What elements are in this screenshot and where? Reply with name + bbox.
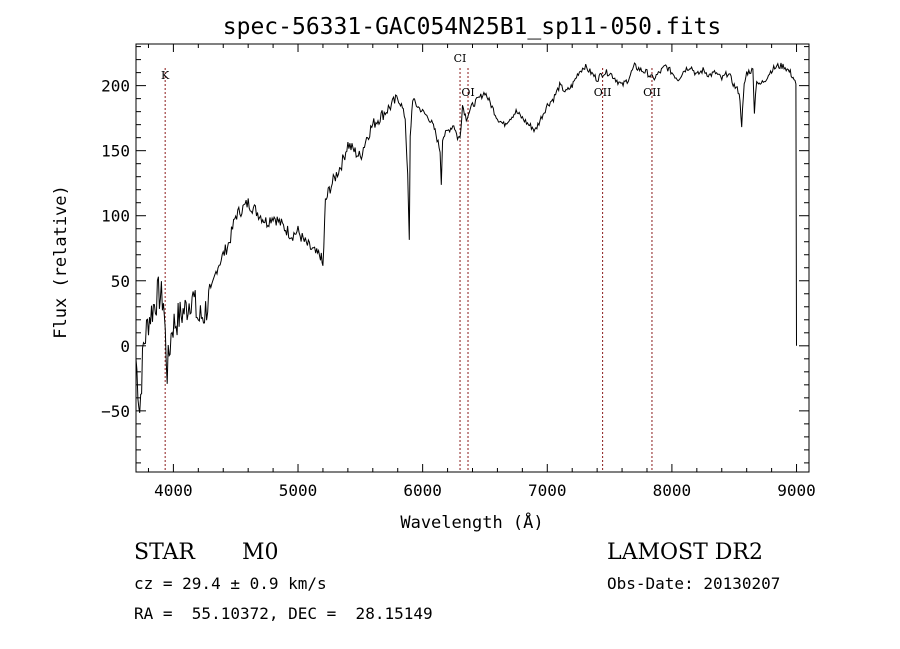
chart-title: spec-56331-GAC054N25B1_sp11-050.fits (223, 14, 722, 40)
x-tick-label: 9000 (777, 481, 816, 500)
y-tick-label: 150 (101, 142, 130, 161)
line-marker-label: CI (454, 52, 467, 65)
line-marker-label: OII (594, 86, 612, 99)
object-class: STAR (134, 540, 195, 565)
x-tick-label: 4000 (154, 481, 193, 500)
y-tick-label: 0 (120, 337, 130, 356)
y-tick-label: 50 (111, 272, 130, 291)
observation-date: Obs-Date: 20130207 (607, 574, 781, 593)
line-marker-label: OII (643, 86, 661, 99)
x-axis-label: Wavelength (Å) (400, 511, 543, 533)
redshift-value: cz = 29.4 ± 0.9 km/s (134, 574, 327, 593)
line-marker-label: OI (461, 86, 474, 99)
object-subclass: M0 (242, 540, 279, 565)
coordinates: RA = 55.10372, DEC = 28.15149 (134, 604, 433, 623)
line-marker-label: K (161, 69, 170, 82)
y-tick-label: 200 (101, 77, 130, 96)
y-tick-label: 100 (101, 207, 130, 226)
plot-frame (135, 43, 810, 473)
x-tick-label: 8000 (653, 481, 692, 500)
spectrum-line (135, 62, 797, 413)
x-tick-label: 5000 (279, 481, 318, 500)
x-tick-label: 6000 (403, 481, 442, 500)
y-axis-label: Flux (relative) (51, 185, 71, 339)
survey-name: LAMOST DR2 (607, 540, 763, 565)
x-tick-label: 7000 (528, 481, 567, 500)
y-tick-label: −50 (101, 402, 130, 421)
